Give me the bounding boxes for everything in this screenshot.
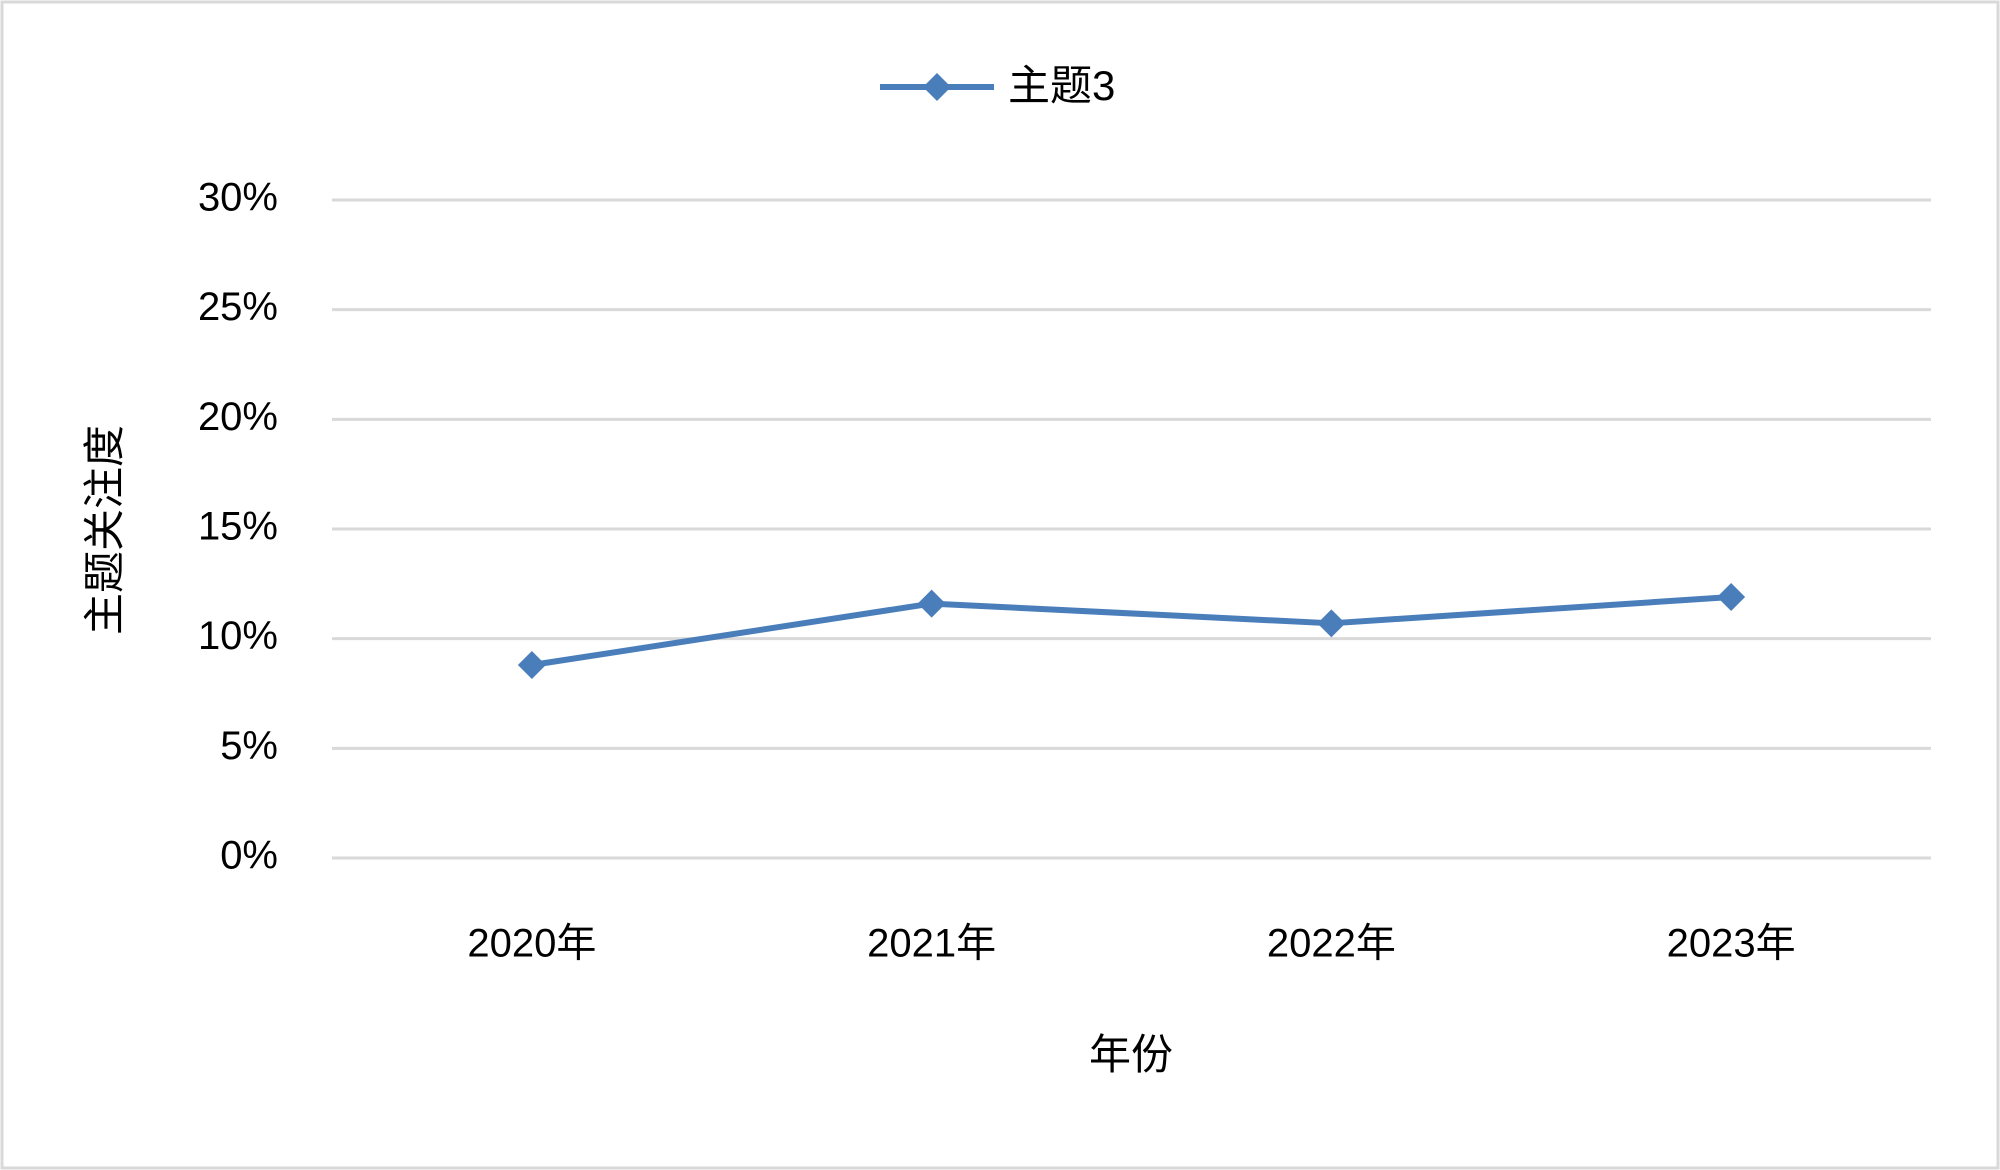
y-axis-title: 主题关注度 bbox=[81, 425, 128, 635]
y-tick-label: 5% bbox=[220, 724, 278, 768]
y-tick-label: 20% bbox=[198, 395, 278, 439]
x-axis-title: 年份 bbox=[1089, 1031, 1173, 1078]
x-tick-label: 2022年 bbox=[1267, 922, 1396, 966]
data-line bbox=[531, 593, 1732, 668]
legend-label: 主题3 bbox=[1008, 62, 1115, 109]
y-tick-label: 10% bbox=[198, 614, 278, 658]
y-tick-label: 25% bbox=[198, 285, 278, 329]
data-marker bbox=[917, 589, 946, 618]
data-marker bbox=[1717, 582, 1746, 611]
y-tick-label: 30% bbox=[198, 176, 278, 220]
x-tick-label: 2021年 bbox=[867, 922, 996, 966]
data-marker bbox=[1317, 609, 1346, 638]
y-tick-label: 15% bbox=[198, 505, 278, 549]
x-tick-label: 2023年 bbox=[1667, 922, 1796, 966]
legend-marker bbox=[923, 73, 951, 101]
data-marker bbox=[517, 650, 546, 679]
x-tick-label: 2020年 bbox=[467, 922, 596, 966]
y-tick-label: 0% bbox=[220, 834, 278, 878]
